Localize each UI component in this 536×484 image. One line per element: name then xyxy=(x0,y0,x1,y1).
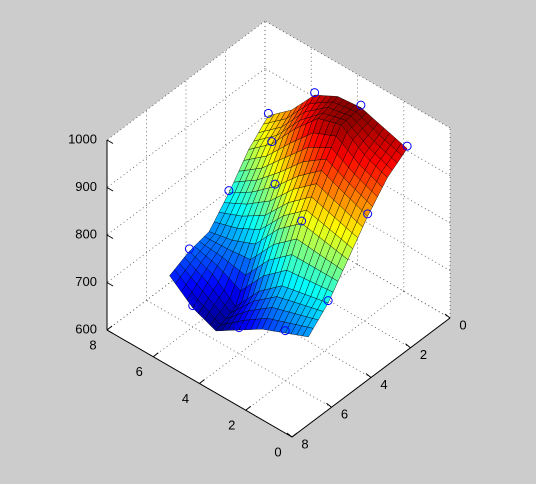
data-point xyxy=(323,296,333,306)
tick-mark xyxy=(106,329,114,334)
grid-line xyxy=(106,20,266,141)
data-point xyxy=(402,141,412,151)
y-tick-label: 6 xyxy=(341,407,348,422)
tick-mark xyxy=(106,325,113,331)
y-tick-label: 8 xyxy=(301,436,308,451)
x-tick-label: 2 xyxy=(228,418,235,433)
grid-line xyxy=(106,115,266,236)
z-tick-label: 800 xyxy=(75,226,97,241)
tick-mark xyxy=(326,402,332,408)
data-point xyxy=(356,100,366,110)
tick-mark xyxy=(106,187,114,192)
tick-mark xyxy=(291,432,298,438)
data-point xyxy=(234,323,244,333)
tick-mark xyxy=(405,343,411,349)
x-tick-label: 8 xyxy=(89,337,96,352)
z-tick-label: 900 xyxy=(75,179,97,194)
y-tick-label: 0 xyxy=(459,317,466,332)
x-tick-label: 0 xyxy=(274,444,281,459)
tick-mark xyxy=(106,234,114,239)
x-tick-label: 6 xyxy=(136,364,143,379)
tick-mark xyxy=(365,373,372,378)
data-point xyxy=(188,301,198,311)
tick-mark xyxy=(199,379,205,384)
z-tick-label: 1000 xyxy=(68,131,97,146)
data-point xyxy=(270,179,280,189)
data-point xyxy=(184,244,194,254)
tick-mark xyxy=(245,405,252,411)
data-point xyxy=(224,186,234,196)
tick-mark xyxy=(106,139,114,144)
z-tick-label: 700 xyxy=(75,274,97,289)
y-tick-label: 4 xyxy=(380,377,387,392)
x-tick-label: 4 xyxy=(182,391,189,406)
data-point xyxy=(310,88,320,98)
z-tick-label: 600 xyxy=(75,321,97,336)
tick-mark xyxy=(444,313,451,319)
grid-line xyxy=(245,290,404,411)
data-point xyxy=(297,216,307,226)
data-point xyxy=(280,326,290,336)
data-point xyxy=(267,137,277,147)
tick-mark xyxy=(286,432,293,438)
tick-mark xyxy=(152,352,159,358)
data-point xyxy=(363,209,373,219)
data-point xyxy=(263,108,273,118)
grid-line xyxy=(106,68,266,188)
tick-mark xyxy=(106,282,114,287)
surface-patch xyxy=(302,326,314,338)
y-tick-label: 2 xyxy=(420,347,427,362)
